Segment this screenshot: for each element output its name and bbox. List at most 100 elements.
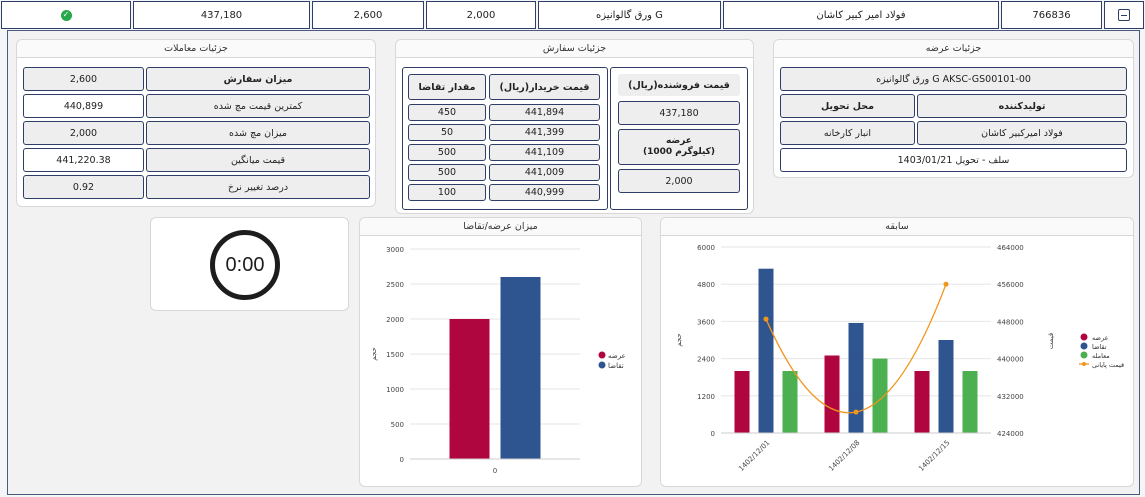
y-axis-label: حجم [370,347,378,361]
trade-details-panel: جزئیات معاملات میزان سفارش 2,600 کمترین … [16,39,376,207]
summary-id: 766836 [1001,1,1102,29]
summary-price: 437,180 [133,1,310,29]
supply-label: عرضه (1000 کیلوگرم) [618,129,740,165]
demand-qty-cell: 100 [408,184,486,201]
demand-qty-label: مقدار تقاضا [408,74,486,100]
y-right-tick-label: 456000 [997,281,1024,289]
countdown-timer: 0:00 [210,230,280,300]
supply-value: 2,000 [618,169,740,193]
y-tick-label: 1200 [697,393,715,401]
demand-qty-cell: 500 [408,164,486,181]
bar-trade [782,371,798,433]
y-tick-label: 3000 [386,246,404,254]
supply-demand-chart-panel: میزان عرضه/تقاضا 0 500 1000 1500 2000 2500 300… [359,217,642,487]
seller-price-label: قیمت فروشنده(ریال) [618,74,740,96]
buyer-price-cell: 440,999 [489,184,600,201]
producer-value: فولاد امیرکبیر کاشان [917,121,1127,145]
trade-label: میزان مچ شده [146,121,370,145]
trade-value: 2,600 [23,67,144,91]
seller-section: قیمت فروشنده(ریال) 437,180 عرضه (1000 کی… [610,67,748,210]
legend-marker [1080,333,1088,341]
final-price-point [763,316,769,322]
expand-cell[interactable] [1104,1,1144,29]
y-tick-label: 2000 [386,316,404,324]
trade-label: قیمت میانگین [146,148,370,172]
legend-label: تقاضا [608,362,624,370]
supply-demand-chart: 0 500 1000 1500 2000 2500 3000 حجم 0 عرضه تقاضا [370,246,626,475]
demand-qty-cell: 500 [408,144,486,161]
bar-demand [938,340,954,433]
y-tick-label: 0 [400,456,404,464]
y-tick-label: 500 [391,421,404,429]
summary-matched: 2,000 [426,1,536,29]
summary-product: فولاد امیر کبیر کاشان [723,1,999,29]
collapse-icon[interactable] [1118,9,1130,21]
y-right-axis-label: قیمت [1047,333,1055,349]
delivery-place-label: محل تحویل [780,94,915,118]
y-tick-label: 0 [711,430,715,438]
final-price-point [853,409,859,415]
buyer-price-cell: 441,399 [489,124,600,141]
x-tick-label: 1402/12/15 [917,439,951,473]
legend-marker [598,361,606,369]
x-tick-label: 0 [493,467,497,475]
buyer-price-label: قیمت خریدار(ریال) [489,74,600,100]
delivery-info: سلف - تحویل 1403/01/21 [780,148,1127,172]
bar-trade [872,358,888,433]
legend-label: عرضه [1092,334,1109,342]
y-right-tick-label: 424000 [997,430,1024,438]
summary-type: ورق گالوانیزه G [538,1,721,29]
trade-label: درصد تغییر نرخ [146,175,370,199]
y-tick-label: 4800 [697,281,715,289]
y-tick-label: 3600 [697,318,715,326]
offer-details-panel: جزئیات عرضه ورق گالوانیزه G AKSC-GS00101… [773,39,1134,178]
y-tick-label: 2500 [386,281,404,289]
legend-label: قیمت پایانی [1092,361,1124,369]
final-price-point [943,281,949,287]
trade-value: 0.92 [23,175,144,199]
trade-value: 440,899 [23,94,144,118]
y-right-tick-label: 448000 [997,318,1024,326]
x-tick-label: 1402/12/01 [737,439,771,473]
y-tick-label: 2400 [697,356,715,364]
offer-details-title: جزئیات عرضه [774,40,1133,58]
product-code: ورق گالوانیزه G AKSC-GS00101-00 [780,67,1127,91]
bar-demand [500,277,541,459]
legend-marker [1080,342,1088,350]
order-details-panel: جزئیات سفارش قیمت فروشنده(ریال) 437,180 … [395,39,754,214]
legend-marker [598,351,606,359]
summary-order: 2,600 [312,1,424,29]
producer-label: تولیدکننده [917,94,1127,118]
trade-details-title: جزئیات معاملات [17,40,375,58]
bar-trade [962,371,978,433]
history-chart-title: سابقه [661,218,1133,236]
supply-demand-chart-title: میزان عرضه/تقاضا [360,218,641,236]
legend-marker-dot [1082,362,1086,366]
trade-value: 2,000 [23,121,144,145]
timer-panel: 0:00 [150,217,349,311]
status-cell: ✓ [1,1,131,29]
bar-supply [914,371,930,433]
legend-marker [1080,351,1088,359]
demand-qty-cell: 50 [408,124,486,141]
bar-supply [449,319,490,459]
bar-supply [824,355,840,433]
summary-row[interactable]: 766836 فولاد امیر کبیر کاشان ورق گالوانی… [1,1,1144,29]
details-frame: جزئیات عرضه ورق گالوانیزه G AKSC-GS00101… [7,30,1140,495]
y-right-tick-label: 432000 [997,393,1024,401]
bar-demand [758,268,774,433]
bar-supply [734,371,750,433]
y-tick-label: 1000 [386,386,404,394]
check-circle-icon: ✓ [60,9,72,21]
history-chart-panel: سابقه 0 1200 2400 3600 4800 6000 424000 432000 4… [660,217,1134,487]
buyer-price-cell: 441,009 [489,164,600,181]
y-axis-label: حجم [675,333,683,347]
x-tick-label: 1402/12/08 [827,439,861,473]
legend-label: تقاضا [1092,343,1107,351]
order-details-title: جزئیات سفارش [396,40,753,58]
buyer-price-cell: 441,894 [489,104,600,121]
buyer-price-cell: 441,109 [489,144,600,161]
trade-value: 441,220.38 [23,148,144,172]
y-tick-label: 6000 [697,244,715,252]
